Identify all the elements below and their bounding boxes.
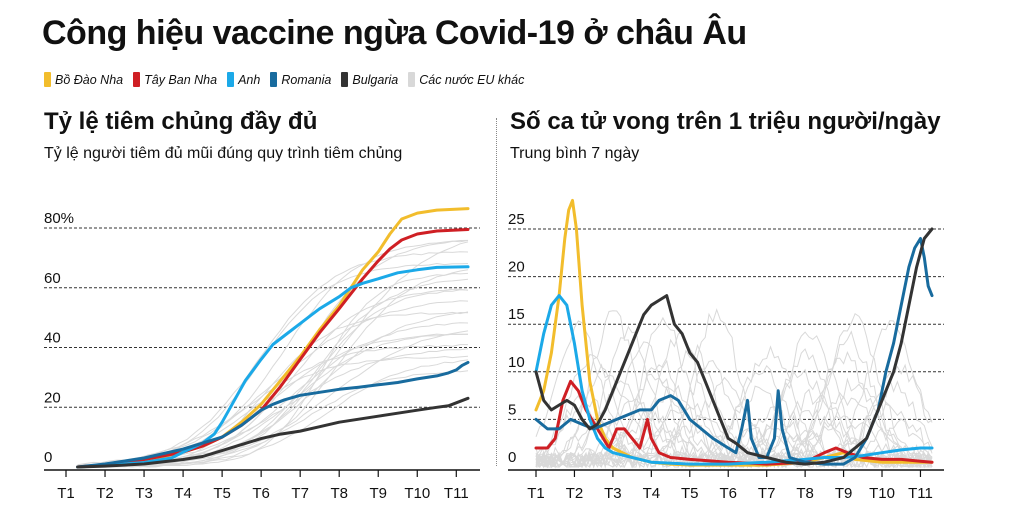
x-tick-label: T7 — [291, 485, 309, 502]
y-tick-label: 20 — [508, 259, 525, 276]
legend-swatch-spain — [133, 72, 141, 87]
y-tick-label: 15 — [508, 306, 525, 323]
series-line-tay-ban-nha — [534, 379, 934, 466]
y-tick-label: 20 — [44, 389, 61, 406]
x-tick-label: T1 — [57, 485, 75, 502]
x-tick-label: T2 — [566, 485, 584, 502]
y-tick-label: 10 — [508, 354, 525, 371]
y-tick-label: 80% — [44, 210, 74, 227]
series-line-bulgaria — [76, 396, 470, 469]
x-tick-label: T4 — [174, 485, 192, 502]
y-tick-label: 0 — [508, 449, 516, 466]
series-line-bulgaria — [534, 227, 934, 466]
y-tick-label: 25 — [508, 211, 525, 228]
y-tick-label: 60 — [44, 270, 61, 287]
legend-item-romania: Romania — [270, 72, 331, 87]
other-eu-line — [535, 380, 933, 469]
x-tick-label: T6 — [719, 485, 737, 502]
deaths-chart-title: Số ca tử vong trên 1 triệu người/ngày — [510, 108, 941, 135]
legend-item-eu-others: Các nước EU khác — [408, 72, 524, 87]
x-tick-label: T7 — [758, 485, 776, 502]
vaccination-chart-title: Tỷ lệ tiêm chủng đầy đủ — [44, 108, 318, 135]
x-tick-label: T9 — [835, 485, 853, 502]
legend-swatch-bulgaria — [341, 72, 349, 87]
x-tick-label: T10 — [404, 485, 430, 502]
x-tick-label: T4 — [643, 485, 661, 502]
panel-divider — [496, 118, 497, 466]
y-tick-label: 40 — [44, 330, 61, 347]
legend: Bồ Đào Nha Tây Ban Nha Anh Romania Bulga… — [44, 72, 524, 87]
y-tick-label: 0 — [44, 449, 52, 466]
x-tick-label: T5 — [681, 485, 699, 502]
vaccination-chart-subtitle: Tỷ lệ người tiêm đủ mũi đúng quy trình t… — [44, 145, 403, 162]
other-eu-line — [535, 312, 933, 469]
x-tick-label: T3 — [135, 485, 153, 502]
legend-label-bulgaria: Bulgaria — [352, 72, 399, 87]
x-tick-label: T10 — [869, 485, 895, 502]
other-eu-line — [77, 300, 469, 466]
x-tick-label: T3 — [604, 485, 622, 502]
legend-item-spain: Tây Ban Nha — [133, 72, 217, 87]
legend-item-bulgaria: Bulgaria — [341, 72, 398, 87]
legend-label-portugal: Bồ Đào Nha — [55, 72, 124, 87]
x-tick-label: T8 — [796, 485, 814, 502]
deaths-chart-subtitle: Trung bình 7 ngày — [510, 145, 640, 162]
legend-swatch-romania — [270, 72, 278, 87]
other-eu-line — [535, 308, 933, 468]
legend-swatch-eu-others — [408, 72, 416, 87]
series-line-anh — [76, 265, 470, 469]
series-line-bo-dao-nha — [534, 198, 934, 467]
other-eu-line — [77, 272, 469, 468]
legend-label-romania: Romania — [281, 72, 332, 87]
x-tick-label: T2 — [96, 485, 114, 502]
legend-swatch-portugal — [44, 72, 51, 87]
x-tick-label: T11 — [444, 485, 469, 502]
legend-label-spain: Tây Ban Nha — [144, 72, 218, 87]
x-tick-label: T1 — [527, 485, 545, 502]
x-tick-label: T6 — [252, 485, 270, 502]
x-tick-label: T8 — [330, 485, 348, 502]
series-line-anh — [534, 294, 934, 466]
legend-item-uk: Anh — [227, 72, 260, 87]
x-tick-label: T5 — [213, 485, 231, 502]
x-tick-label: T9 — [369, 485, 387, 502]
series-line-romania — [534, 237, 934, 466]
x-tick-label: T11 — [908, 485, 933, 502]
series-line-romania — [76, 360, 470, 469]
y-tick-label: 5 — [508, 401, 516, 418]
legend-swatch-uk — [227, 72, 235, 87]
legend-label-eu-others: Các nước EU khác — [419, 72, 525, 87]
page-title: Công hiệu vaccine ngừa Covid-19 ở châu Â… — [42, 14, 747, 52]
legend-label-uk: Anh — [238, 72, 261, 87]
legend-item-portugal: Bồ Đào Nha — [44, 72, 123, 87]
